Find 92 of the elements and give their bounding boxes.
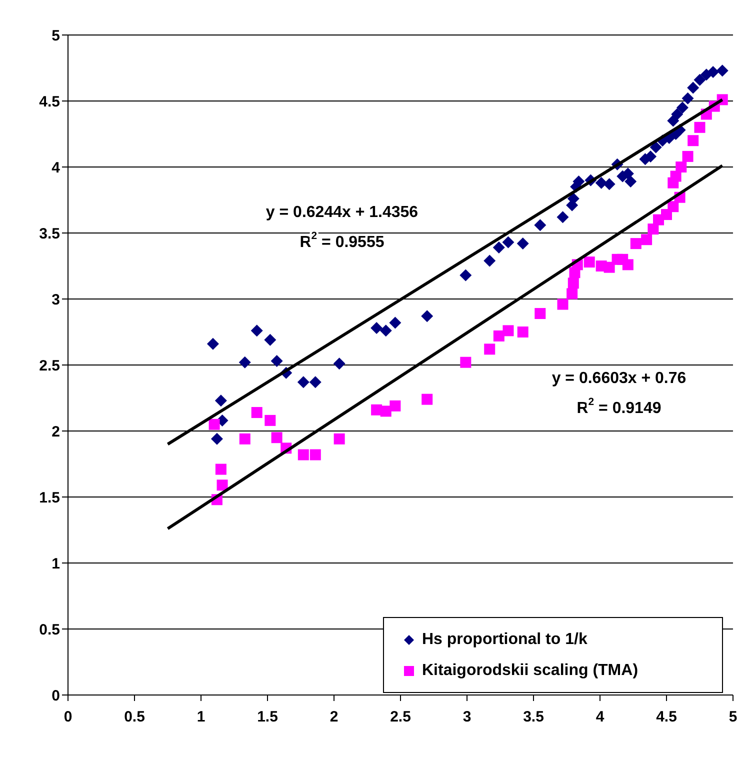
point: [534, 308, 546, 320]
point: [534, 219, 546, 232]
point: [668, 201, 679, 212]
point: [566, 288, 578, 300]
point: [707, 66, 720, 78]
point: [502, 325, 514, 336]
point: [334, 433, 345, 444]
point: [682, 150, 694, 162]
point: [516, 238, 529, 250]
point: [210, 432, 223, 445]
legend-label: Hs proportional to 1/k: [422, 630, 588, 648]
point: [676, 102, 688, 114]
point: [670, 170, 682, 182]
point: [271, 432, 282, 444]
point: [298, 449, 309, 460]
y-tick-label: 5: [52, 27, 60, 44]
point: [422, 394, 433, 405]
point: [460, 269, 472, 282]
point: [493, 330, 504, 342]
point: [421, 310, 434, 322]
point: [694, 122, 706, 133]
y-tick-label: 1.5: [39, 489, 60, 506]
point: [624, 176, 637, 188]
point: [309, 376, 322, 388]
point: [460, 356, 472, 368]
annotation: y = 0.6244x + 1.4356: [266, 204, 418, 220]
point: [390, 400, 401, 412]
point: [688, 135, 699, 146]
point: [716, 64, 728, 77]
point: [251, 407, 262, 418]
x-tick-label: 3: [462, 708, 472, 726]
point: [264, 414, 276, 426]
point: [584, 256, 595, 268]
point: [694, 74, 706, 86]
point: [297, 376, 310, 388]
x-tick-label: 1: [196, 708, 206, 726]
point: [622, 259, 634, 270]
annotation: y = 0.6603x + 0.76: [552, 370, 686, 386]
x-tick-label: 2.5: [390, 708, 411, 726]
point: [641, 234, 652, 246]
point: [380, 324, 392, 337]
y-tick-label: 0.5: [39, 621, 60, 638]
point: [333, 358, 346, 370]
x-tick-label: 2: [330, 708, 338, 726]
point: [250, 324, 263, 337]
point: [648, 224, 659, 235]
x-tick-label: 0.5: [124, 708, 145, 726]
y-tick-label: 4.5: [39, 93, 60, 110]
point: [238, 356, 251, 368]
x-tick-label: 4.5: [656, 708, 677, 726]
point: [370, 322, 383, 334]
point: [208, 418, 220, 430]
x-tick-label: 3.5: [523, 708, 544, 726]
point: [484, 344, 496, 355]
point: [604, 262, 615, 273]
y-tick-label: 3.5: [39, 225, 60, 242]
y-tick-label: 3: [52, 291, 60, 308]
point: [676, 162, 687, 172]
point: [215, 464, 226, 475]
point: [380, 406, 392, 417]
x-tick-label: 4: [596, 708, 605, 726]
point: [310, 449, 321, 460]
point: [492, 242, 505, 254]
x-tick-label: 5: [728, 708, 738, 726]
point: [667, 114, 680, 127]
point: [216, 480, 228, 491]
point: [206, 338, 219, 350]
y-tick-label: 2.5: [39, 357, 60, 374]
point: [214, 394, 227, 407]
legend-label: Kitaigorodskii scaling (TMA): [422, 662, 638, 680]
point: [557, 298, 568, 310]
x-tick-label: 0: [64, 708, 72, 726]
point: [502, 236, 514, 248]
point: [239, 433, 250, 444]
point: [517, 326, 528, 338]
y-tick-label: 0: [52, 687, 60, 704]
point: [682, 92, 694, 104]
point: [484, 254, 496, 267]
point: [603, 178, 616, 190]
y-tick-label: 4: [52, 159, 61, 176]
x-tick-label: 1.5: [257, 708, 278, 726]
point: [671, 108, 684, 120]
point: [687, 82, 700, 94]
point: [650, 141, 662, 154]
y-tick-label: 1: [52, 555, 60, 572]
point: [270, 355, 283, 368]
point: [389, 316, 402, 329]
point: [630, 238, 642, 250]
annotation: R$^{2}$ = 0.9149: [576, 397, 662, 416]
point: [264, 334, 276, 346]
point: [556, 211, 569, 224]
y-tick-label: 2: [52, 423, 60, 440]
